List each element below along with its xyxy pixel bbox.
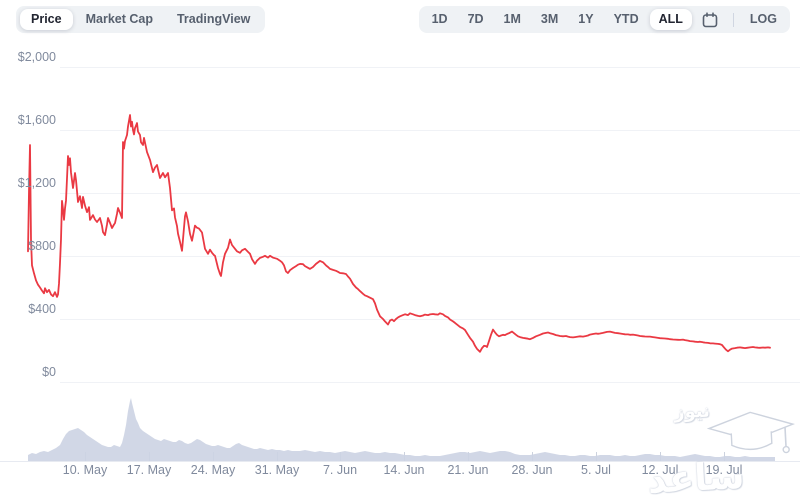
y-axis-label: $1,200: [17, 175, 56, 190]
range-all[interactable]: ALL: [649, 9, 692, 30]
x-axis-label: 21. Jun: [447, 463, 489, 477]
range-1y[interactable]: 1Y: [569, 9, 602, 30]
y-axis-label: $0: [42, 364, 56, 379]
x-axis-label: 12. Jul: [641, 463, 679, 477]
calendar-button[interactable]: [694, 9, 726, 31]
range-1m[interactable]: 1M: [495, 9, 530, 30]
range-toolbar: 1D 7D 1M 3M 1Y YTD ALL LOG: [418, 6, 790, 33]
x-axis-label: 10. May: [62, 463, 108, 477]
x-axis-label: 28. Jun: [511, 463, 553, 477]
tab-tradingview[interactable]: TradingView: [166, 9, 261, 30]
volume-area: [28, 398, 775, 461]
y-axis-label: $2,000: [17, 49, 56, 64]
price-line: [27, 114, 771, 353]
x-axis-label: 5. Jul: [581, 463, 611, 477]
range-7d[interactable]: 7D: [459, 9, 493, 30]
log-scale-button[interactable]: LOG: [741, 9, 786, 30]
x-axis-label: 19. Jul: [705, 463, 743, 477]
x-axis-label: 17. May: [126, 463, 172, 477]
range-buttons: 1D 7D 1M 3M 1Y YTD ALL: [423, 9, 692, 30]
y-axis-label: $400: [28, 301, 56, 316]
range-1d[interactable]: 1D: [423, 9, 457, 30]
x-axis-label: 31. May: [254, 463, 300, 477]
tab-price[interactable]: Price: [20, 9, 73, 30]
x-axis-label: 7. Jun: [322, 463, 358, 477]
toolbar-divider: [732, 12, 734, 27]
y-axis-label: $800: [28, 238, 56, 253]
range-3m[interactable]: 3M: [532, 9, 567, 30]
x-axis-label: 14. Jun: [383, 463, 425, 477]
chart-type-tabs: Price Market Cap TradingView: [16, 6, 266, 33]
tab-market-cap[interactable]: Market Cap: [75, 9, 164, 30]
y-axis-label: $1,600: [17, 112, 56, 127]
x-axis-label: 24. May: [190, 463, 236, 477]
calendar-icon: [702, 11, 718, 27]
range-ytd[interactable]: YTD: [605, 9, 648, 30]
